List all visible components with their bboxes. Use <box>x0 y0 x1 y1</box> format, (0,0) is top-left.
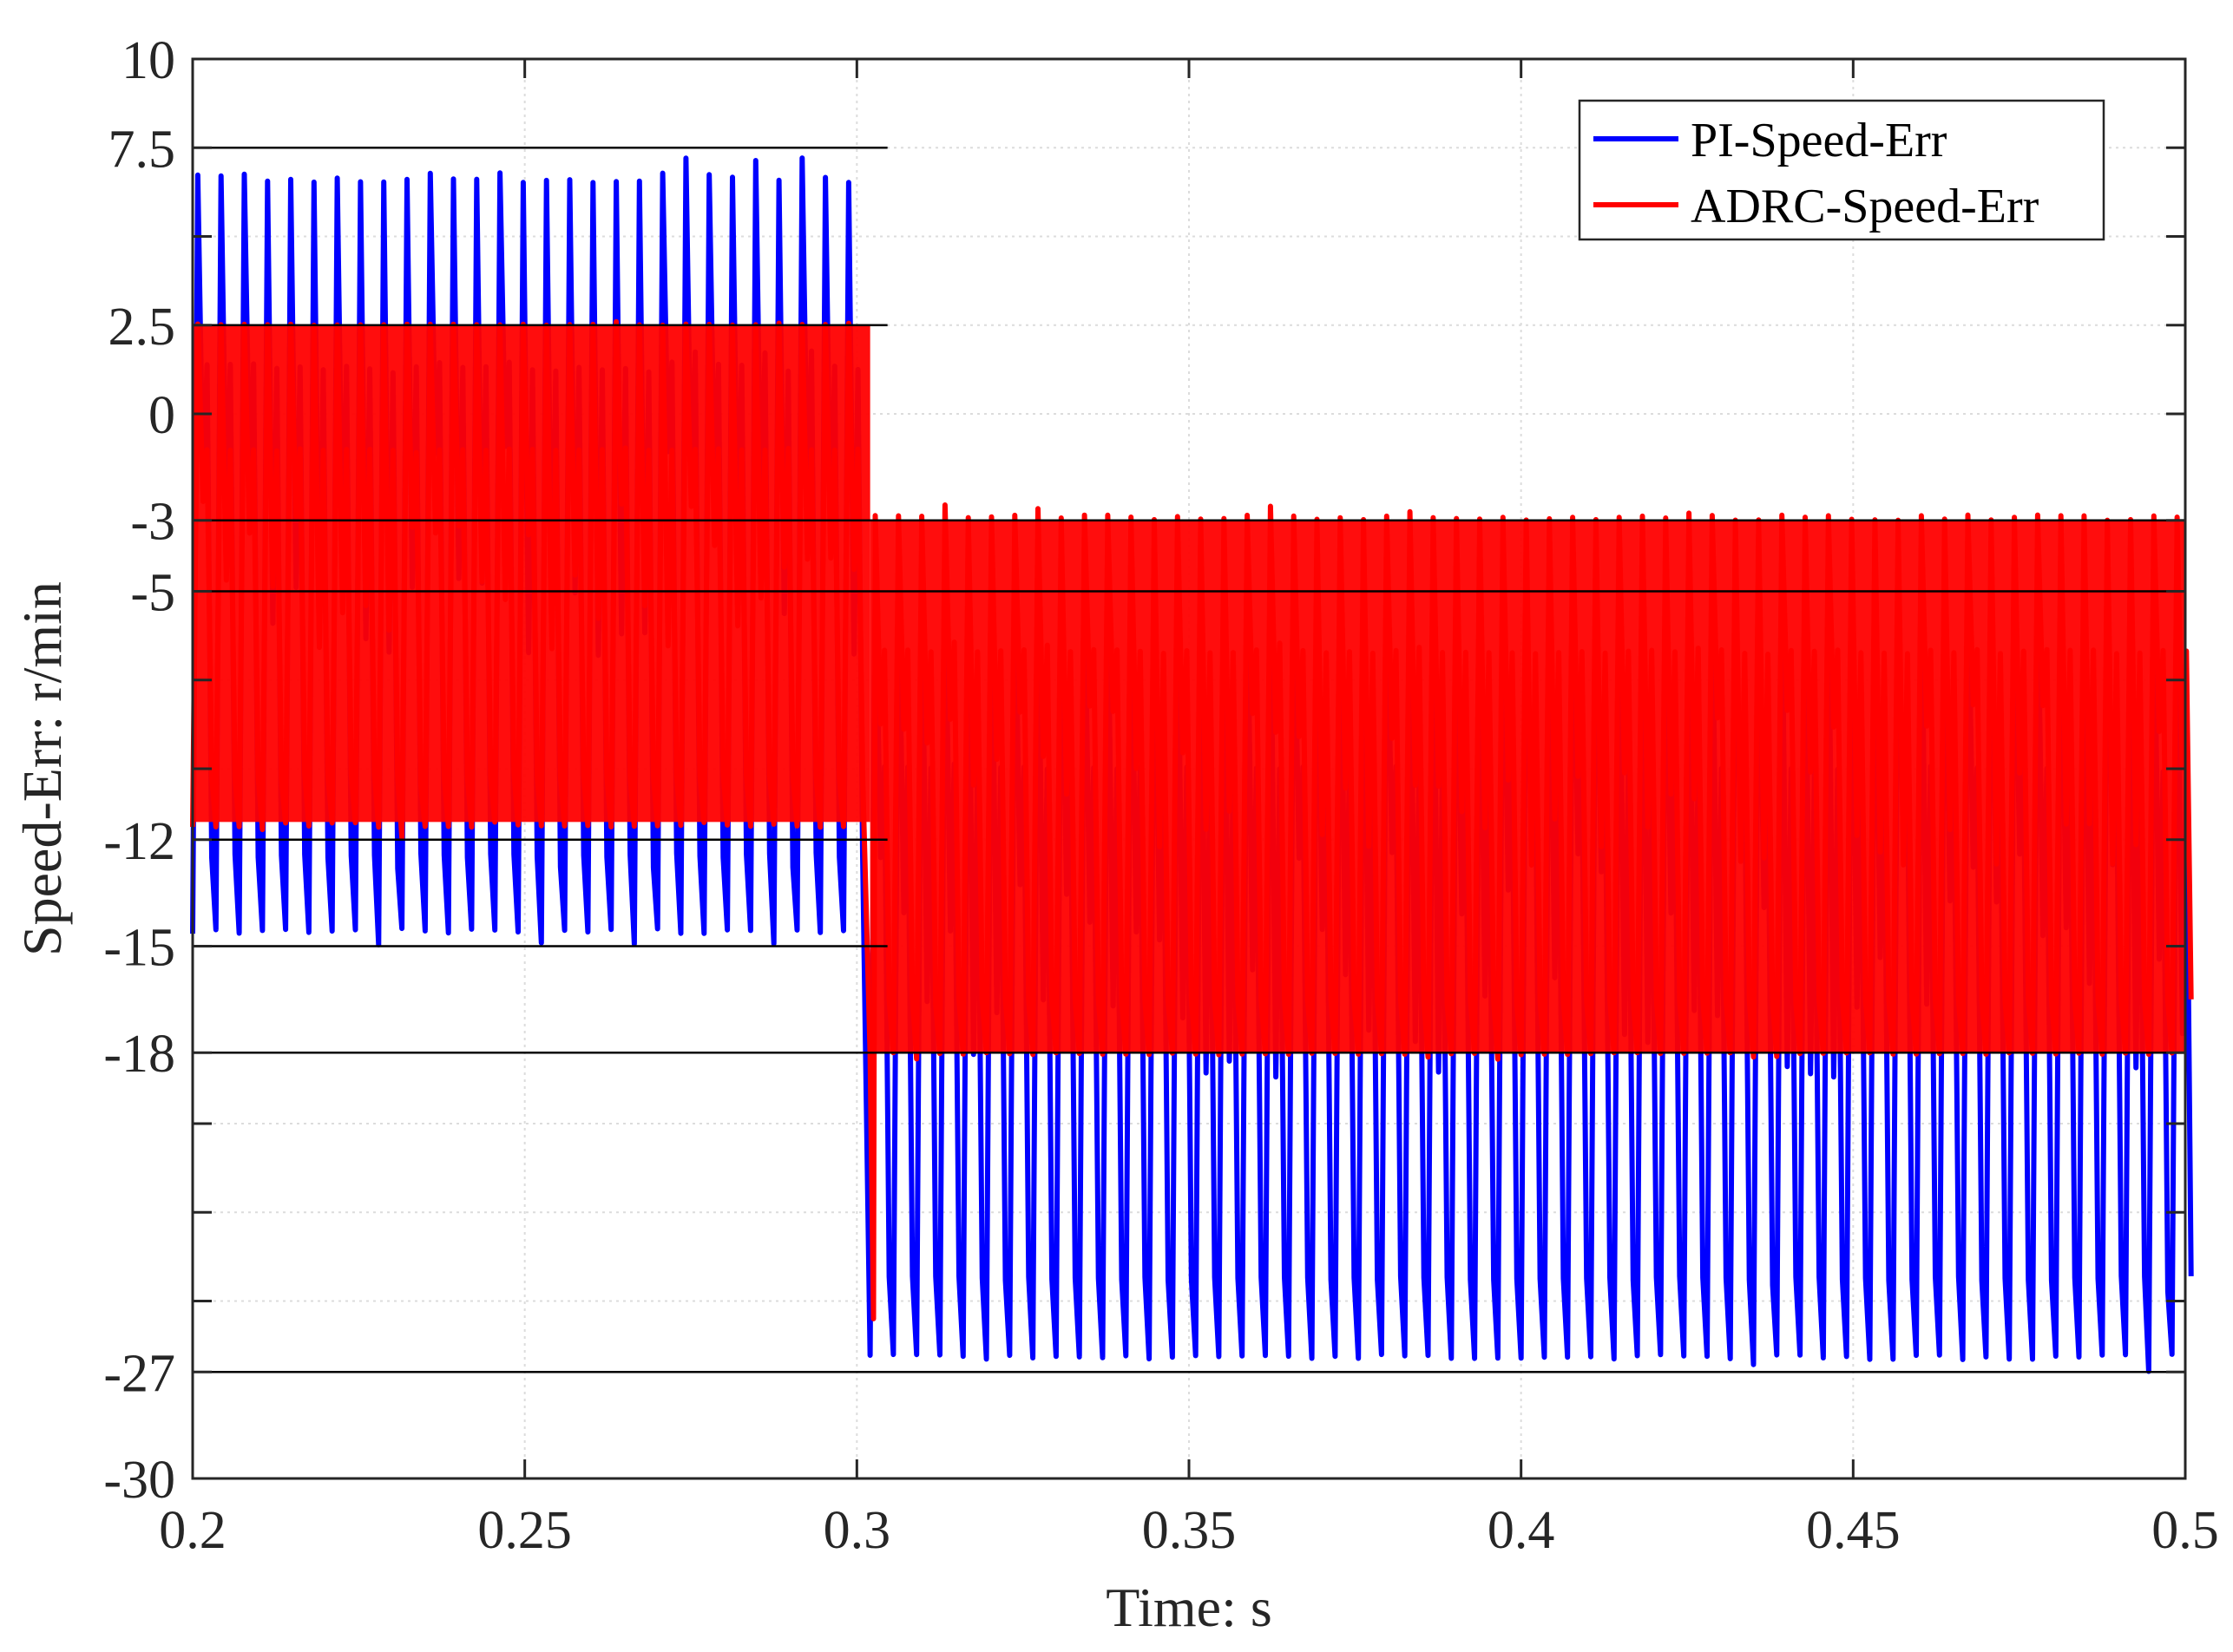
x-tick-labels: 0.2 0.25 0.3 0.35 0.4 0.45 0.5 <box>159 1501 2219 1560</box>
x-tick-label: 0.25 <box>477 1501 572 1560</box>
series-layer <box>190 155 2194 1374</box>
x-tick-label: 0.5 <box>2151 1501 2219 1560</box>
series-band-adrc <box>870 520 2185 1053</box>
axis-ticks <box>191 57 2187 1480</box>
legend: PI-Speed-Err ADRC-Speed-Err <box>1578 99 2105 241</box>
x-axis-title: Time: s <box>1106 1577 1272 1638</box>
y-tick-label: -15 <box>103 919 175 978</box>
reference-lines <box>201 147 2177 1373</box>
x-tick-label: 0.3 <box>824 1501 891 1560</box>
y-tick-label: -18 <box>103 1025 175 1084</box>
y-tick-label: -12 <box>103 812 175 871</box>
y-tick-labels: 10 7.5 2.5 0 -3 -5 -12 -15 -18 -27 -30 <box>103 31 175 1510</box>
y-axis-title: Speed-Err: r/min <box>11 581 73 956</box>
x-tick-label: 0.35 <box>1142 1501 1237 1560</box>
y-tick-label: -3 <box>130 493 175 552</box>
y-tick-label: 2.5 <box>108 298 176 357</box>
x-tick-label: 0.2 <box>159 1501 227 1560</box>
y-tick-label: 0 <box>148 386 175 445</box>
x-tick-label: 0.45 <box>1806 1501 1901 1560</box>
legend-label-pi: PI-Speed-Err <box>1691 114 1947 167</box>
y-tick-label: 10 <box>122 31 175 90</box>
y-tick-label: -27 <box>103 1344 175 1403</box>
y-tick-label: 7.5 <box>108 120 176 179</box>
y-tick-label: -5 <box>130 564 175 623</box>
series-band-adrc <box>193 324 870 823</box>
legend-box <box>1578 99 2105 241</box>
legend-label-adrc: ADRC-Speed-Err <box>1691 180 2039 233</box>
y-tick-label: -30 <box>103 1451 175 1510</box>
x-tick-label: 0.4 <box>1488 1501 1555 1560</box>
